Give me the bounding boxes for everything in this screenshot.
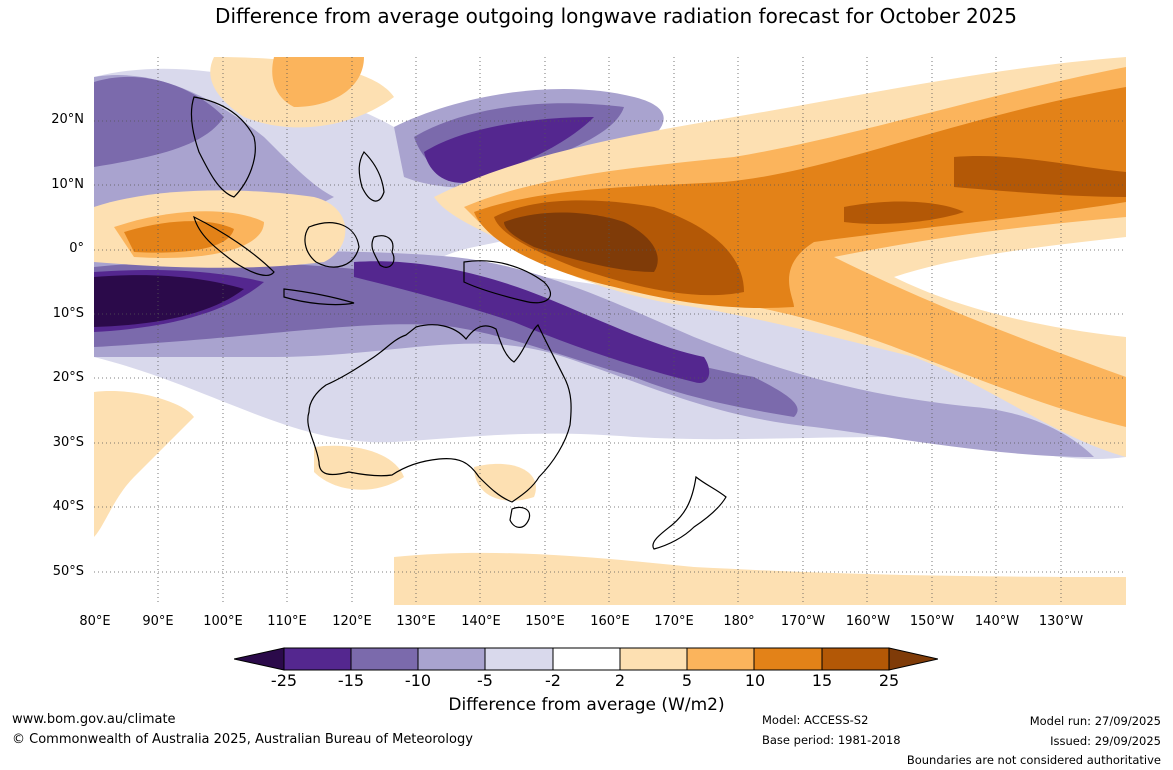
ocean-map — [94, 57, 1126, 605]
colorbar-swatch — [619, 647, 688, 671]
tasmania-outline — [509, 506, 531, 528]
anomaly-region-neg-intense — [354, 261, 710, 383]
lat-tick-label: 20°S — [52, 370, 84, 385]
colorbar-swatch — [484, 647, 554, 671]
colorbar-swatch — [821, 647, 890, 671]
lat-tick-label: 50°S — [52, 564, 84, 579]
colorbar — [234, 647, 938, 671]
colorbar-tick-label: -5 — [477, 671, 493, 690]
lon-tick-label: 170°E — [654, 614, 694, 629]
lon-tick-label: 160°W — [845, 614, 891, 629]
borneo-outline — [304, 222, 360, 268]
lat-tick-label: 40°S — [52, 499, 84, 514]
colorbar-tick-label: -2 — [545, 671, 561, 690]
footer-model: Model: ACCESS-S2 — [762, 713, 869, 727]
footer-model-run: Model run: 27/09/2025 — [1029, 714, 1161, 728]
lat-tick-label: 20°N — [51, 112, 84, 127]
anomaly-region-pos-intense — [954, 155, 1126, 197]
lon-tick-label: 110°E — [267, 614, 307, 629]
lon-tick-label: 150°E — [525, 614, 565, 629]
colorbar-tick-label: -10 — [404, 671, 432, 690]
lon-tick-label: 80°E — [79, 614, 111, 629]
lon-tick-label: 90°E — [142, 614, 174, 629]
colorbar-swatch — [753, 647, 823, 671]
colorbar-tick-label: 15 — [811, 671, 833, 690]
lon-tick-label: 140°E — [461, 614, 501, 629]
colorbar-tick-label: 10 — [744, 671, 766, 690]
map-title: Difference from average outgoing longwav… — [215, 4, 1017, 28]
colorbar-title: Difference from average (W/m2) — [448, 695, 725, 715]
lon-tick-label: 180° — [723, 614, 755, 629]
anomaly-region-pos-light — [394, 552, 1126, 605]
colorbar-swatch — [234, 647, 285, 671]
new-guinea-outline — [463, 260, 551, 304]
sulawesi-outline — [371, 235, 395, 268]
new-zealand-outline — [652, 475, 727, 550]
anomaly-region-pos-medium — [272, 57, 364, 107]
indochina-outline — [190, 96, 256, 198]
lon-tick-label: 170°W — [780, 614, 826, 629]
lat-tick-label: 0° — [69, 241, 84, 256]
colorbar-swatch — [350, 647, 419, 671]
colorbar-tick-label: 5 — [681, 671, 693, 690]
colorbar-tick-label: -25 — [270, 671, 298, 690]
colorbar-swatch — [417, 647, 486, 671]
anomaly-region-neg-extreme — [94, 275, 244, 327]
lon-tick-label: 100°E — [203, 614, 243, 629]
footer-copyright: © Commonwealth of Australia 2025, Austra… — [12, 732, 473, 747]
footer-url[interactable]: www.bom.gov.au/climate — [12, 712, 176, 727]
lon-tick-label: 130°E — [396, 614, 436, 629]
australia-outline — [307, 324, 572, 503]
colorbar-swatch — [552, 647, 621, 671]
anomaly-region-neg-strong — [94, 76, 224, 167]
anomaly-region-pos-intense — [844, 201, 964, 224]
lon-tick-label: 160°E — [590, 614, 630, 629]
java-outline — [283, 288, 355, 306]
lon-tick-label: 120°E — [332, 614, 372, 629]
anomaly-region-pos-light — [474, 463, 536, 501]
footer-issued: Issued: 29/09/2025 — [1050, 734, 1161, 748]
lat-tick-label: 30°S — [52, 435, 84, 450]
anomaly-region-neutral — [94, 387, 1126, 605]
colorbar-swatch — [283, 647, 352, 671]
anomaly-region-pos-light — [94, 391, 194, 537]
lon-tick-label: 130°W — [1038, 614, 1084, 629]
footer-base-period: Base period: 1981-2018 — [762, 733, 901, 747]
colorbar-tick-label: 2 — [614, 671, 626, 690]
sumatra-outline — [193, 215, 275, 276]
footer-disclaimer: Boundaries are not considered authoritat… — [906, 753, 1161, 767]
philippines-outline — [358, 151, 385, 202]
lat-tick-label: 10°N — [51, 177, 84, 192]
colorbar-tick-label: -15 — [337, 671, 365, 690]
lon-tick-label: 140°W — [974, 614, 1020, 629]
anomaly-field — [94, 57, 1126, 605]
lat-tick-label: 10°S — [52, 306, 84, 321]
colorbar-tick-label: 25 — [878, 671, 900, 690]
anomaly-region-pos-light — [314, 445, 404, 490]
anomaly-region-neg-strong — [94, 261, 798, 417]
lon-tick-label: 150°W — [909, 614, 955, 629]
anomaly-region-pos-extreme — [504, 212, 658, 272]
colorbar-swatch — [686, 647, 755, 671]
anomaly-region-pos-strong — [124, 221, 234, 253]
anomaly-region-neg-intense — [424, 117, 594, 183]
colorbar-swatch — [888, 647, 938, 671]
